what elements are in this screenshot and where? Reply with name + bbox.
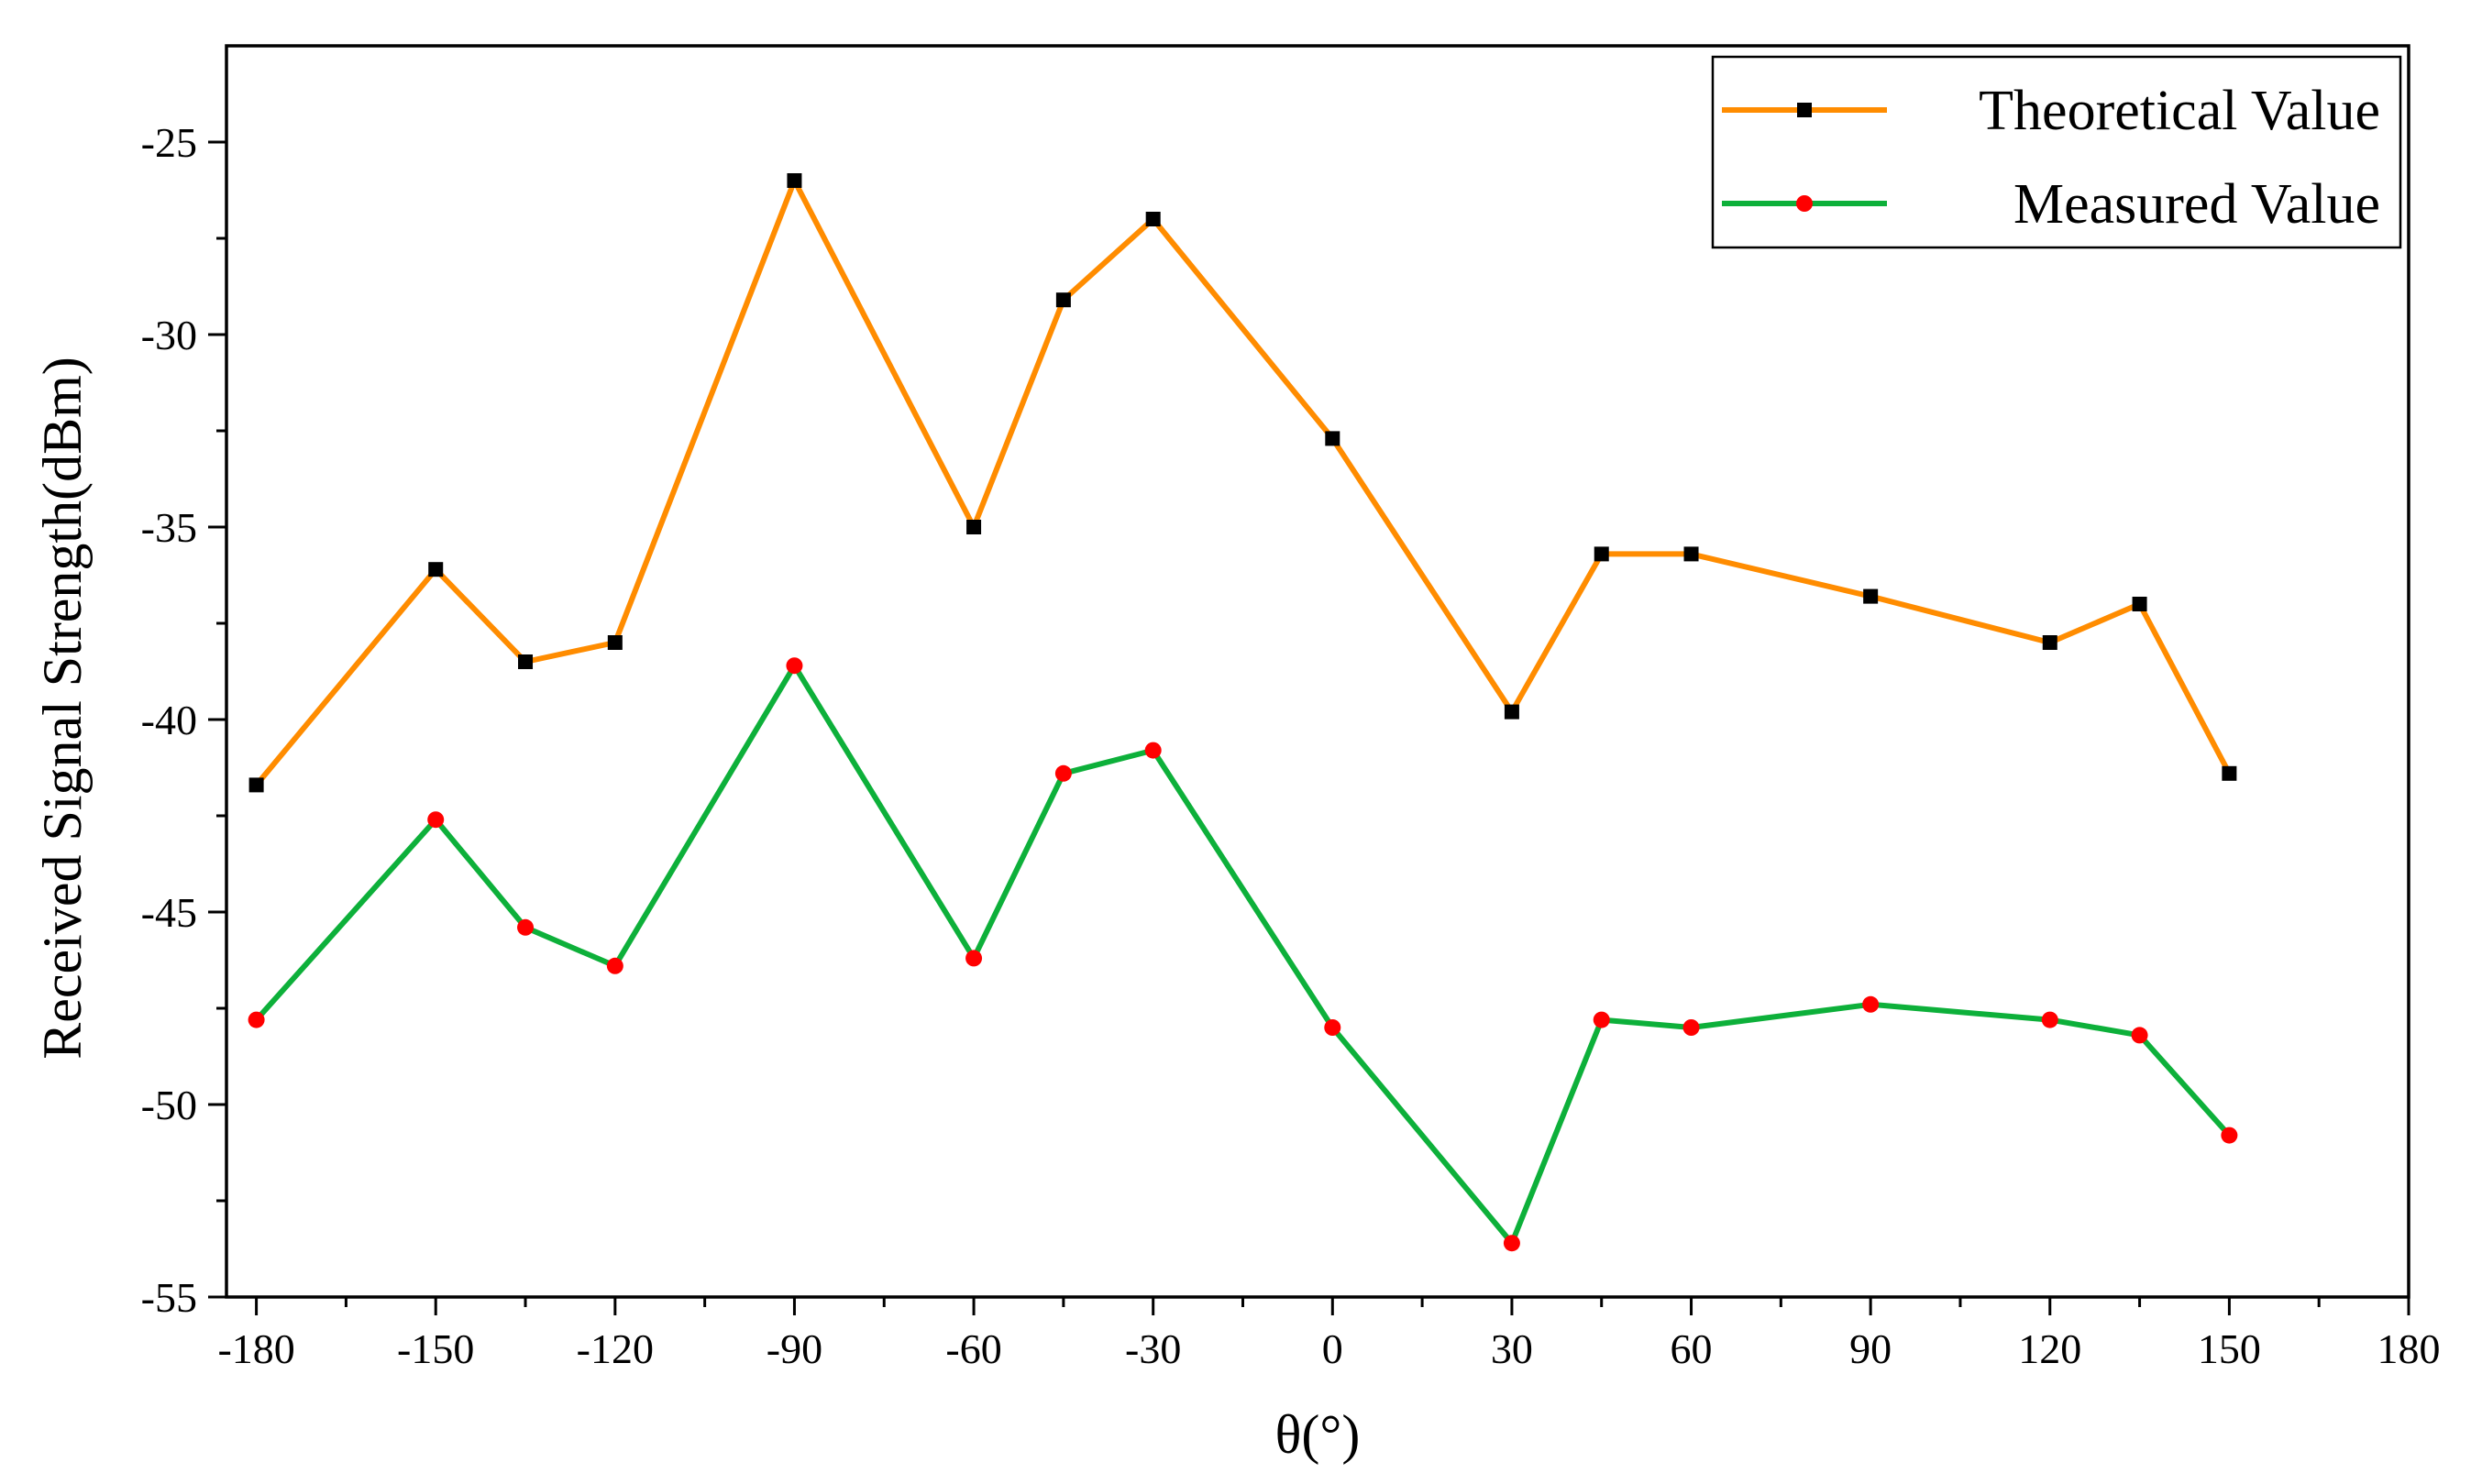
legend-label-theoretical: Theoretical Value bbox=[1979, 80, 2380, 142]
y-tick-label: -25 bbox=[141, 119, 197, 166]
series-layer bbox=[248, 173, 2238, 1252]
x-tick-label: 30 bbox=[1491, 1325, 1533, 1372]
data-point bbox=[518, 654, 534, 669]
x-tick-label: -180 bbox=[217, 1325, 294, 1372]
x-tick-label: -60 bbox=[945, 1325, 1001, 1372]
y-tick-label: -30 bbox=[141, 312, 197, 358]
data-point bbox=[1324, 1019, 1341, 1036]
legend-marker-measured bbox=[1796, 195, 1813, 212]
y-tick-label: -50 bbox=[141, 1082, 197, 1128]
legend: Theoretical Value Measured Value bbox=[1711, 55, 2402, 249]
x-tick-label: -90 bbox=[767, 1325, 822, 1372]
series-measured bbox=[248, 657, 2238, 1252]
axes: -180 -150 -120 -90 -60 -30 0 30 60 90 120 150 180 -55… bbox=[141, 119, 2441, 1372]
data-point bbox=[786, 657, 803, 675]
data-point bbox=[2221, 1127, 2238, 1144]
data-point bbox=[248, 777, 264, 793]
data-point bbox=[965, 950, 983, 967]
data-point bbox=[966, 520, 982, 534]
x-tick-label: -30 bbox=[1125, 1325, 1181, 1372]
data-point bbox=[2132, 597, 2147, 611]
data-point bbox=[1594, 546, 1609, 562]
series-line bbox=[254, 663, 2232, 1247]
data-point bbox=[1593, 1011, 1610, 1028]
data-point bbox=[787, 173, 802, 188]
data-point bbox=[607, 635, 623, 650]
legend-label-measured: Measured Value bbox=[2013, 173, 2380, 236]
data-point bbox=[428, 562, 444, 577]
x-tick-label: 150 bbox=[2198, 1325, 2261, 1372]
x-tick-label: 120 bbox=[2018, 1325, 2081, 1372]
y-tick-label: -35 bbox=[141, 504, 197, 551]
y-tick-label: -55 bbox=[141, 1274, 197, 1321]
x-tick-label: 90 bbox=[1849, 1325, 1892, 1372]
data-point bbox=[2131, 1027, 2148, 1044]
data-point bbox=[427, 811, 445, 829]
x-tick-label: 180 bbox=[2377, 1325, 2441, 1372]
data-point bbox=[1144, 742, 1162, 759]
data-point bbox=[2042, 635, 2057, 650]
data-point bbox=[1503, 1235, 1520, 1252]
data-point bbox=[1145, 212, 1161, 226]
data-point bbox=[1054, 764, 1072, 782]
data-point bbox=[1862, 995, 1880, 1013]
data-point bbox=[1863, 588, 1879, 604]
plot-frame bbox=[225, 44, 2410, 1299]
x-tick-label: -150 bbox=[397, 1325, 474, 1372]
data-point bbox=[517, 918, 535, 936]
x-axis-title: θ(°) bbox=[1275, 1404, 1361, 1465]
series-theoretical bbox=[248, 173, 2237, 793]
data-point bbox=[2041, 1011, 2058, 1028]
y-tick-label: -40 bbox=[141, 697, 197, 743]
data-point bbox=[606, 957, 623, 974]
series-line bbox=[254, 178, 2233, 787]
x-tick-label: 0 bbox=[1322, 1325, 1343, 1372]
y-axis-title: Received Signal Strength(dBm) bbox=[32, 357, 93, 1060]
data-point bbox=[248, 1011, 265, 1028]
data-point bbox=[1504, 704, 1519, 720]
x-tick-label: 60 bbox=[1671, 1325, 1713, 1372]
data-point bbox=[1325, 431, 1340, 446]
data-point bbox=[1682, 1019, 1700, 1036]
data-point bbox=[1683, 546, 1699, 562]
x-tick-label: -120 bbox=[577, 1325, 654, 1372]
data-point bbox=[1055, 292, 1071, 308]
legend-box bbox=[1711, 55, 2402, 249]
data-point bbox=[2222, 765, 2237, 781]
y-tick-label: -45 bbox=[141, 889, 197, 936]
legend-marker-theoretical bbox=[1797, 103, 1812, 117]
